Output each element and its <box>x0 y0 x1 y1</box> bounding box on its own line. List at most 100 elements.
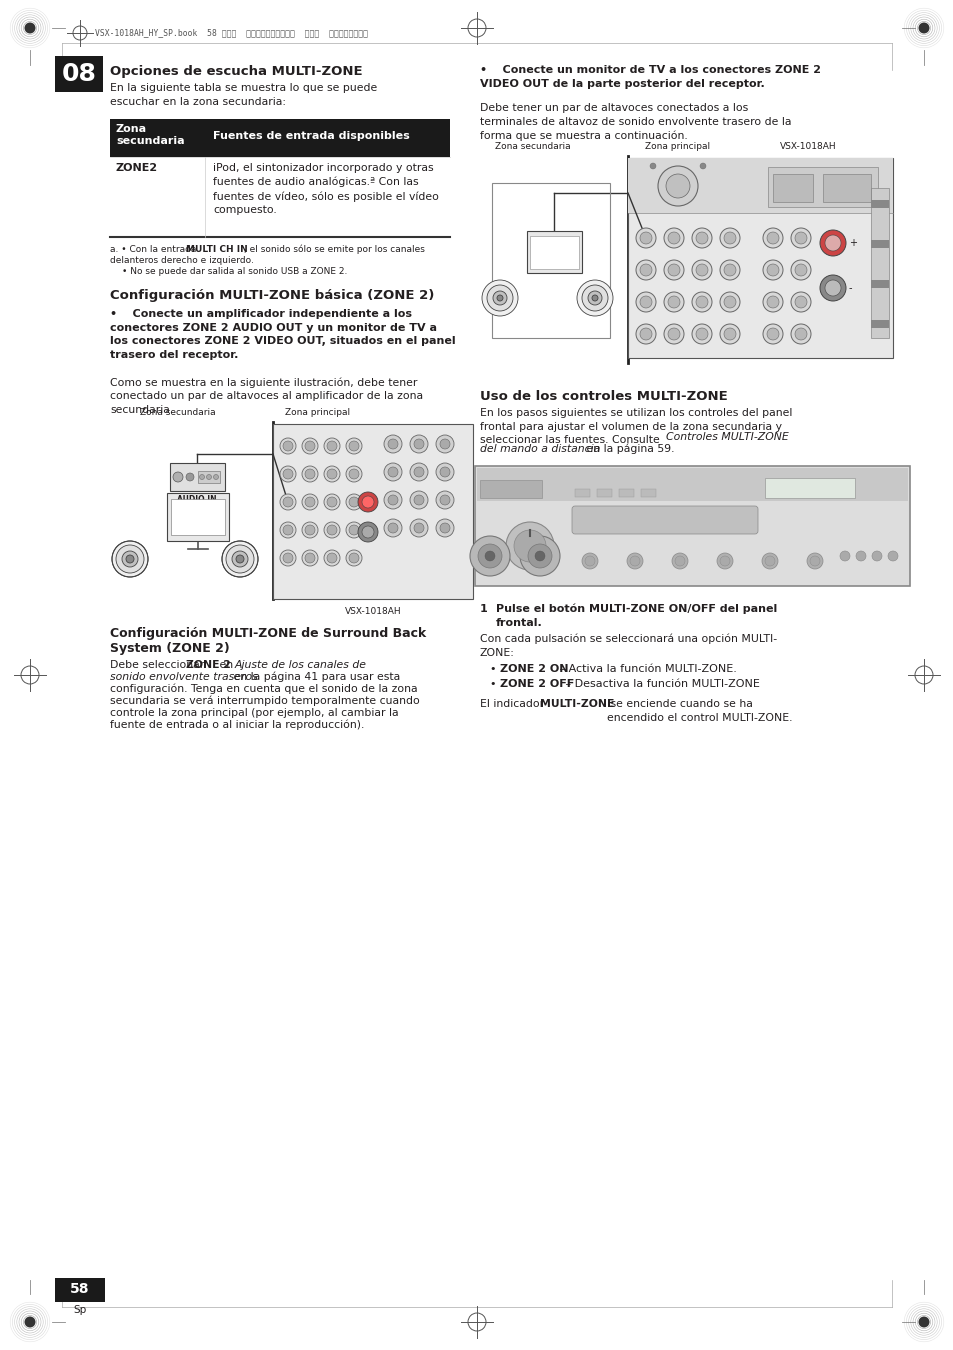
Circle shape <box>720 556 729 566</box>
Text: +: + <box>848 238 856 248</box>
Circle shape <box>324 549 339 566</box>
Circle shape <box>410 518 428 537</box>
Text: Sp: Sp <box>73 1305 87 1315</box>
Circle shape <box>302 437 317 454</box>
Bar <box>479 481 541 498</box>
Circle shape <box>581 285 607 310</box>
Text: Opciones de escucha MULTI-ZONE: Opciones de escucha MULTI-ZONE <box>110 65 362 78</box>
Bar <box>530 236 578 269</box>
Circle shape <box>720 292 740 312</box>
Circle shape <box>349 441 358 451</box>
Circle shape <box>436 463 454 481</box>
Circle shape <box>25 23 35 34</box>
Text: En los pasos siguientes se utilizan los controles del panel
frontal para ajustar: En los pasos siguientes se utilizan los … <box>479 408 792 446</box>
Circle shape <box>410 491 428 509</box>
Circle shape <box>649 163 656 169</box>
Circle shape <box>357 491 377 512</box>
Bar <box>640 489 656 497</box>
Bar <box>273 424 473 599</box>
Circle shape <box>388 467 397 477</box>
Circle shape <box>723 265 735 275</box>
Circle shape <box>720 324 740 344</box>
Text: VSX-1018AH: VSX-1018AH <box>780 142 836 151</box>
Circle shape <box>305 497 314 508</box>
Circle shape <box>324 437 339 454</box>
Text: En la siguiente tabla se muestra lo que se puede
escuchar en la zona secundaria:: En la siguiente tabla se muestra lo que … <box>110 82 376 107</box>
Circle shape <box>327 468 336 479</box>
Text: – Activa la función MULTI-ZONE.: – Activa la función MULTI-ZONE. <box>556 664 736 674</box>
Circle shape <box>658 166 698 207</box>
Circle shape <box>535 551 544 562</box>
Circle shape <box>519 536 559 576</box>
Circle shape <box>766 265 779 275</box>
Circle shape <box>794 296 806 308</box>
Circle shape <box>283 441 293 451</box>
Circle shape <box>696 232 707 244</box>
Text: en la página 59.: en la página 59. <box>582 444 674 455</box>
Circle shape <box>581 554 598 568</box>
Circle shape <box>346 437 361 454</box>
Circle shape <box>790 228 810 248</box>
Text: Ajuste de los canales de: Ajuste de los canales de <box>234 660 366 670</box>
Bar <box>764 478 854 498</box>
Circle shape <box>790 324 810 344</box>
Circle shape <box>280 522 295 539</box>
Circle shape <box>414 522 423 533</box>
Circle shape <box>302 522 317 539</box>
Circle shape <box>25 1316 35 1327</box>
Text: - - -: - - - <box>799 485 820 491</box>
Circle shape <box>112 541 148 576</box>
Circle shape <box>691 228 711 248</box>
Circle shape <box>691 261 711 279</box>
Circle shape <box>199 474 204 479</box>
Circle shape <box>305 468 314 479</box>
Circle shape <box>809 556 820 566</box>
Circle shape <box>481 279 517 316</box>
Circle shape <box>346 494 361 510</box>
Circle shape <box>639 265 651 275</box>
Circle shape <box>305 554 314 563</box>
Text: VSX-1018AH: VSX-1018AH <box>344 608 401 616</box>
Circle shape <box>410 435 428 454</box>
Circle shape <box>384 518 401 537</box>
Text: en la página 41 para usar esta: en la página 41 para usar esta <box>230 672 400 683</box>
Circle shape <box>280 466 295 482</box>
Circle shape <box>918 23 928 34</box>
Circle shape <box>439 522 450 533</box>
Circle shape <box>222 541 257 576</box>
Circle shape <box>587 292 601 305</box>
Bar <box>627 158 892 213</box>
Circle shape <box>280 494 295 510</box>
Circle shape <box>477 544 501 568</box>
Text: Zona secundaria: Zona secundaria <box>140 408 215 417</box>
Circle shape <box>723 328 735 340</box>
Bar <box>870 279 888 288</box>
Circle shape <box>762 292 782 312</box>
Bar <box>870 320 888 328</box>
Bar <box>597 489 612 497</box>
Circle shape <box>186 472 193 481</box>
Circle shape <box>226 545 253 572</box>
Circle shape <box>305 441 314 451</box>
Text: Uso de los controles MULTI-ZONE: Uso de los controles MULTI-ZONE <box>479 390 727 404</box>
Bar <box>171 500 225 535</box>
Circle shape <box>639 296 651 308</box>
Circle shape <box>794 265 806 275</box>
Circle shape <box>790 292 810 312</box>
Circle shape <box>696 265 707 275</box>
Text: sonido envolvente traseros: sonido envolvente traseros <box>110 672 257 682</box>
Circle shape <box>349 497 358 508</box>
Circle shape <box>824 235 841 251</box>
Bar <box>870 200 888 208</box>
Text: fuente de entrada o al iniciar la reproducción).: fuente de entrada o al iniciar la reprod… <box>110 720 364 730</box>
Circle shape <box>636 324 656 344</box>
Circle shape <box>577 279 613 316</box>
Circle shape <box>283 525 293 535</box>
Circle shape <box>384 463 401 481</box>
Circle shape <box>639 328 651 340</box>
Bar <box>170 463 225 491</box>
Text: configuración. Tenga en cuenta que el sonido de la zona: configuración. Tenga en cuenta que el so… <box>110 684 417 694</box>
Text: – Desactiva la función MULTI-ZONE: – Desactiva la función MULTI-ZONE <box>561 679 760 688</box>
Circle shape <box>696 328 707 340</box>
Bar <box>772 174 812 202</box>
